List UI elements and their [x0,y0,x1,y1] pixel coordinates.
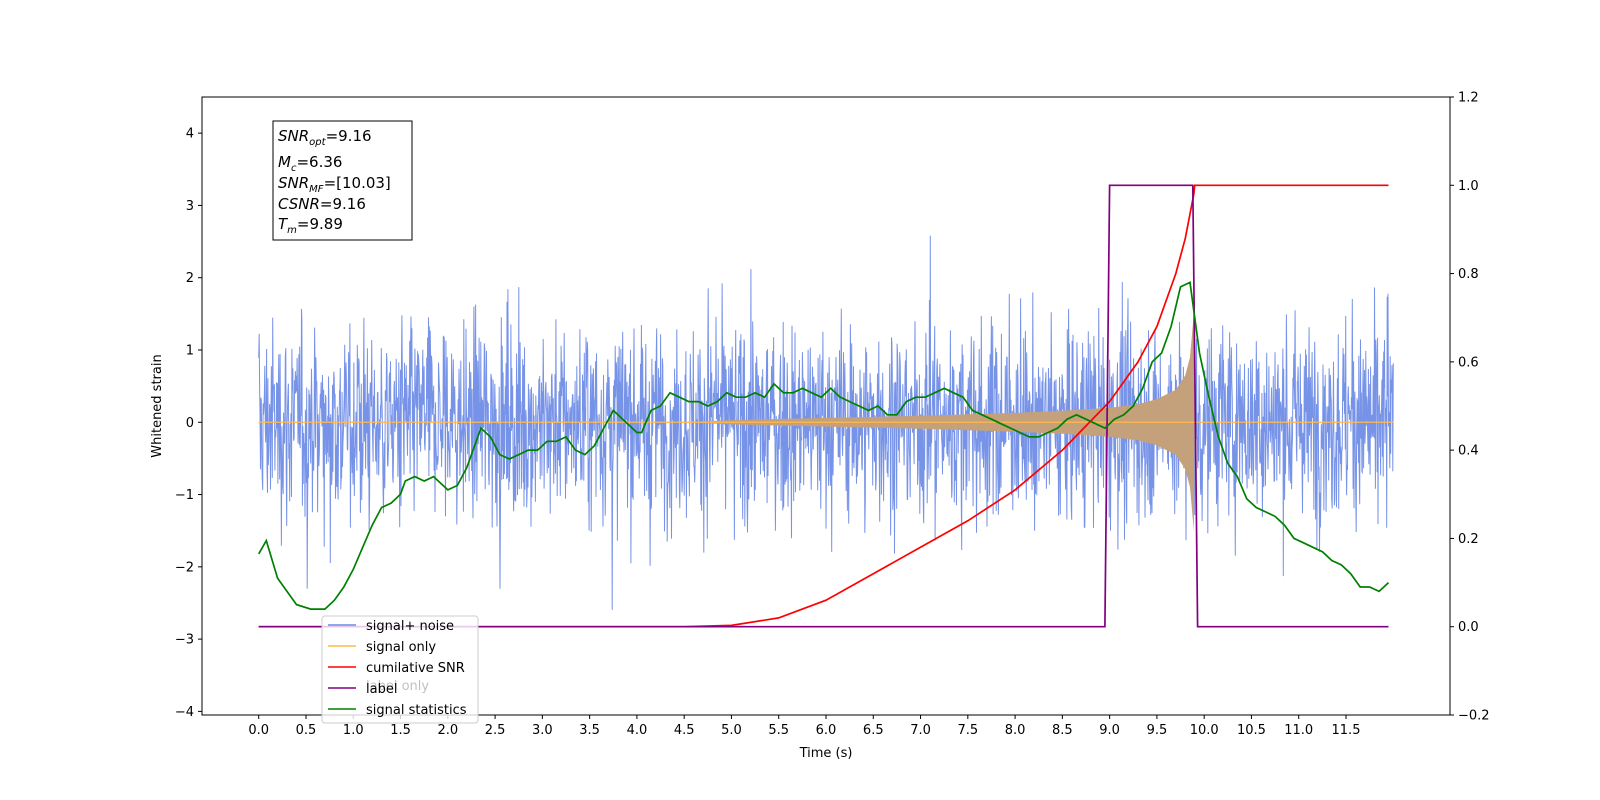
y-left-tick-label: 2 [186,271,194,286]
x-tick-label: 6.5 [863,723,884,738]
y-left-tick-label: −4 [175,705,194,720]
y-left-tick-label: −3 [175,633,194,648]
x-tick-label: 11.5 [1332,723,1361,738]
y-right-tick-label: 0.0 [1458,620,1479,635]
x-tick-label: 10.5 [1237,723,1266,738]
plot-area [257,184,1394,628]
snr-mf-text: SNRMF=[10.03] [278,174,391,195]
svg-text:signal+ noise: signal+ noise [366,619,454,634]
y-right-tick-label: 0.2 [1458,532,1479,547]
signal-only-series [258,313,1394,531]
y-left-tick-label: −2 [175,560,194,575]
legend: label only signal+ noise signal only cum… [321,615,479,724]
x-tick-label: 8.5 [1052,723,1073,738]
y-right-tick-label: 0.6 [1458,355,1479,370]
x-axis-ticks: 0.0 0.5 1.0 1.5 2.0 2.5 3.0 3.5 4.0 4.5 5.0 5.5 6.0 6… [248,715,1360,738]
x-tick-label: 3.5 [579,723,600,738]
x-tick-label: 10.0 [1190,723,1219,738]
x-tick-label: 4.0 [627,723,648,738]
x-tick-label: 1.5 [390,723,411,738]
x-tick-label: 5.0 [721,723,742,738]
csnr-text: CSNR=9.16 [278,195,366,213]
stats-annotation-box: SNRopt=9.16 Mc=6.36 SNRMF=[10.03] CSNR=9… [272,120,413,241]
x-tick-label: 6.0 [816,723,837,738]
y-right-axis-ticks: −0.2 0.0 0.2 0.4 0.6 0.8 1.0 1.2 [1450,91,1490,724]
legend-ghost-text: label only [366,679,429,694]
y-left-tick-label: 3 [186,199,194,214]
svg-text:cumilative SNR: cumilative SNR [366,661,465,676]
y-right-tick-label: 1.0 [1458,179,1479,194]
svg-text:signal only: signal only [366,640,436,655]
signal-noise-line [258,235,1394,610]
signal-noise-series [258,235,1394,610]
snr-opt-text: SNRopt=9.16 [278,127,372,148]
svg-text:signal statistics: signal statistics [366,703,467,718]
x-tick-label: 2.5 [485,723,506,738]
signal-statistics-line [257,281,1390,610]
y-left-axis-ticks: −4 −3 −2 −1 0 1 2 3 4 [175,127,202,720]
mc-text: Mc=6.36 [278,153,342,174]
cumulative-snr-series [258,184,1389,628]
x-tick-label: 4.5 [674,723,695,738]
y-right-tick-label: 0.8 [1458,267,1479,282]
x-tick-label: 9.5 [1147,723,1168,738]
label-line [258,184,1389,628]
x-tick-label: 9.0 [1099,723,1120,738]
x-tick-label: 5.5 [768,723,789,738]
legend-item-cumulative-snr: cumilative SNR [328,661,465,676]
x-tick-label: 1.0 [343,723,364,738]
cumulative-snr-line [258,184,1389,628]
x-tick-label: 7.0 [910,723,931,738]
y-left-tick-label: 1 [186,343,194,358]
y-left-tick-label: 4 [186,127,194,142]
legend-item-signal-noise: signal+ noise [328,619,454,634]
x-tick-label: 0.5 [296,723,317,738]
y-left-tick-label: 0 [186,416,194,431]
y-right-tick-label: 1.2 [1458,91,1479,106]
x-tick-label: 3.0 [532,723,553,738]
x-tick-label: 11.0 [1284,723,1313,738]
y-axis-label: Whitened strain [150,354,165,457]
y-right-tick-label: 0.4 [1458,444,1479,459]
x-tick-label: 0.0 [248,723,269,738]
x-axis-label: Time (s) [799,746,853,761]
y-right-tick-label: −0.2 [1458,709,1490,724]
tm-text: Tm=9.89 [278,215,343,236]
signal-statistics-series [257,281,1390,610]
legend-item-signal-only: signal only [328,640,436,655]
x-tick-label: 7.5 [957,723,978,738]
label-series [258,184,1389,628]
y-left-tick-label: −1 [175,488,194,503]
svg-text:label: label [366,682,397,697]
legend-item-label: label [328,682,397,697]
legend-item-signal-statistics: signal statistics [328,703,467,718]
x-tick-label: 8.0 [1005,723,1026,738]
x-tick-label: 2.0 [437,723,458,738]
